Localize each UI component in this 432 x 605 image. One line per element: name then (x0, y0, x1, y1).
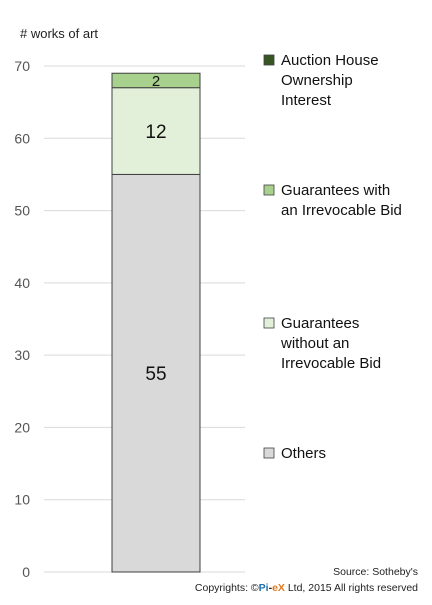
y-tick-label: 20 (14, 419, 30, 435)
source-note: Source: Sotheby's (333, 566, 418, 578)
y-tick-label: 0 (22, 564, 30, 580)
data-label: 12 (145, 122, 166, 143)
legend-swatch (263, 317, 275, 329)
y-ticks: 0 10 20 30 40 50 60 70 (14, 58, 30, 580)
brand-pi: Pi (259, 582, 269, 594)
legend-swatch (263, 184, 275, 196)
brand-ex: eX (272, 582, 285, 594)
y-tick-label: 40 (14, 275, 30, 291)
bar-segment (111, 72, 201, 89)
legend-label: Guarantees without an Irrevocable Bid (280, 315, 381, 372)
copyright-suffix: Ltd, 2015 All rights reserved (285, 582, 418, 594)
bar-segment (111, 87, 201, 175)
legend-item: Guarantees with an Irrevocable Bid (263, 182, 402, 219)
bar-segment (111, 173, 201, 573)
y-tick-label: 70 (14, 58, 30, 74)
y-tick-label: 10 (14, 492, 30, 508)
copyright-note: Copyrights: ©Pi-eX Ltd, 2015 All rights … (195, 582, 418, 594)
legend-item: Others (263, 445, 326, 462)
y-tick-label: 30 (14, 347, 30, 363)
legend-swatch (263, 447, 275, 459)
y-tick-label: 60 (14, 130, 30, 146)
copyright-prefix: Copyrights: © (195, 582, 259, 594)
legend-item: Auction House Ownership Interest (263, 52, 379, 109)
y-axis-title: # works of art (20, 26, 98, 41)
data-label: 2 (152, 73, 160, 90)
legend-swatch (263, 54, 275, 66)
stacked-bar: 55 12 2 (111, 72, 201, 573)
brand-dash: - (269, 582, 273, 594)
legend-label: Auction House Ownership Interest (281, 52, 379, 109)
legend: Auction House Ownership Interest Guarantees… (263, 52, 402, 462)
footer: Source: Sotheby's Copyrights: ©Pi-eX Ltd… (195, 566, 418, 594)
legend-label: Others (281, 445, 326, 462)
y-tick-label: 50 (14, 203, 30, 219)
data-label: 55 (145, 364, 166, 385)
legend-item: Guarantees without an Irrevocable Bid (263, 315, 381, 372)
legend-label: Guarantees with an Irrevocable Bid (281, 182, 402, 219)
